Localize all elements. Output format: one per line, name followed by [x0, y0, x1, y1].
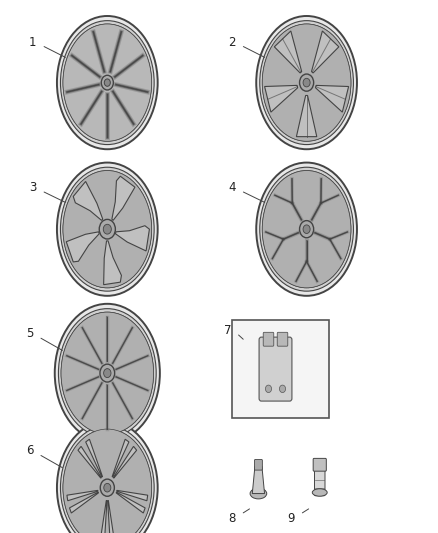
- Polygon shape: [265, 85, 298, 112]
- Circle shape: [300, 74, 314, 91]
- Polygon shape: [252, 466, 265, 494]
- Ellipse shape: [63, 171, 152, 288]
- Ellipse shape: [262, 171, 351, 288]
- Circle shape: [104, 369, 111, 377]
- Polygon shape: [112, 176, 135, 220]
- Polygon shape: [116, 225, 149, 251]
- Ellipse shape: [57, 163, 158, 296]
- Ellipse shape: [55, 304, 160, 442]
- Text: 9: 9: [287, 512, 295, 524]
- Ellipse shape: [256, 163, 357, 296]
- Polygon shape: [274, 31, 302, 73]
- Polygon shape: [73, 181, 103, 220]
- Circle shape: [103, 224, 111, 234]
- Polygon shape: [104, 241, 121, 285]
- Polygon shape: [113, 446, 137, 478]
- Circle shape: [99, 220, 115, 239]
- FancyBboxPatch shape: [259, 337, 292, 401]
- FancyBboxPatch shape: [254, 459, 262, 470]
- Ellipse shape: [260, 167, 353, 291]
- Circle shape: [100, 479, 114, 496]
- Ellipse shape: [61, 312, 154, 434]
- Circle shape: [303, 225, 310, 233]
- Ellipse shape: [57, 16, 158, 149]
- Polygon shape: [297, 95, 317, 136]
- Text: 6: 6: [26, 444, 34, 457]
- Circle shape: [300, 221, 314, 238]
- Ellipse shape: [312, 489, 327, 496]
- Text: 2: 2: [228, 36, 236, 49]
- Ellipse shape: [262, 24, 351, 141]
- Ellipse shape: [58, 309, 156, 438]
- Bar: [232, 320, 328, 418]
- Polygon shape: [66, 232, 99, 262]
- Ellipse shape: [60, 167, 154, 291]
- Text: 7: 7: [224, 324, 232, 337]
- Polygon shape: [108, 500, 114, 533]
- Text: 8: 8: [229, 512, 236, 524]
- Ellipse shape: [63, 24, 152, 141]
- Text: 4: 4: [228, 181, 236, 194]
- Ellipse shape: [63, 171, 152, 288]
- FancyBboxPatch shape: [313, 458, 326, 471]
- Polygon shape: [100, 500, 107, 533]
- Ellipse shape: [61, 312, 154, 434]
- Ellipse shape: [63, 429, 152, 533]
- FancyBboxPatch shape: [263, 333, 274, 346]
- Polygon shape: [112, 439, 129, 477]
- FancyBboxPatch shape: [314, 464, 325, 496]
- Ellipse shape: [262, 171, 351, 288]
- Polygon shape: [311, 31, 339, 73]
- Ellipse shape: [60, 426, 154, 533]
- Circle shape: [104, 483, 111, 492]
- Circle shape: [303, 78, 310, 87]
- Circle shape: [104, 79, 110, 86]
- Ellipse shape: [262, 24, 351, 141]
- Polygon shape: [86, 439, 102, 477]
- Text: 1: 1: [29, 36, 37, 49]
- FancyBboxPatch shape: [277, 333, 288, 346]
- Circle shape: [101, 75, 113, 90]
- Polygon shape: [78, 446, 101, 478]
- Text: 3: 3: [29, 181, 36, 194]
- Polygon shape: [117, 490, 148, 500]
- Ellipse shape: [256, 16, 357, 149]
- Ellipse shape: [63, 429, 152, 533]
- Polygon shape: [67, 490, 98, 500]
- Circle shape: [100, 364, 115, 382]
- Polygon shape: [315, 85, 349, 112]
- Circle shape: [279, 385, 286, 392]
- Polygon shape: [116, 492, 145, 513]
- Ellipse shape: [250, 488, 267, 499]
- Ellipse shape: [60, 21, 154, 144]
- Ellipse shape: [57, 421, 158, 533]
- Circle shape: [265, 385, 272, 392]
- Ellipse shape: [63, 24, 152, 141]
- Ellipse shape: [260, 21, 353, 144]
- Polygon shape: [70, 492, 99, 513]
- Text: 5: 5: [26, 327, 33, 340]
